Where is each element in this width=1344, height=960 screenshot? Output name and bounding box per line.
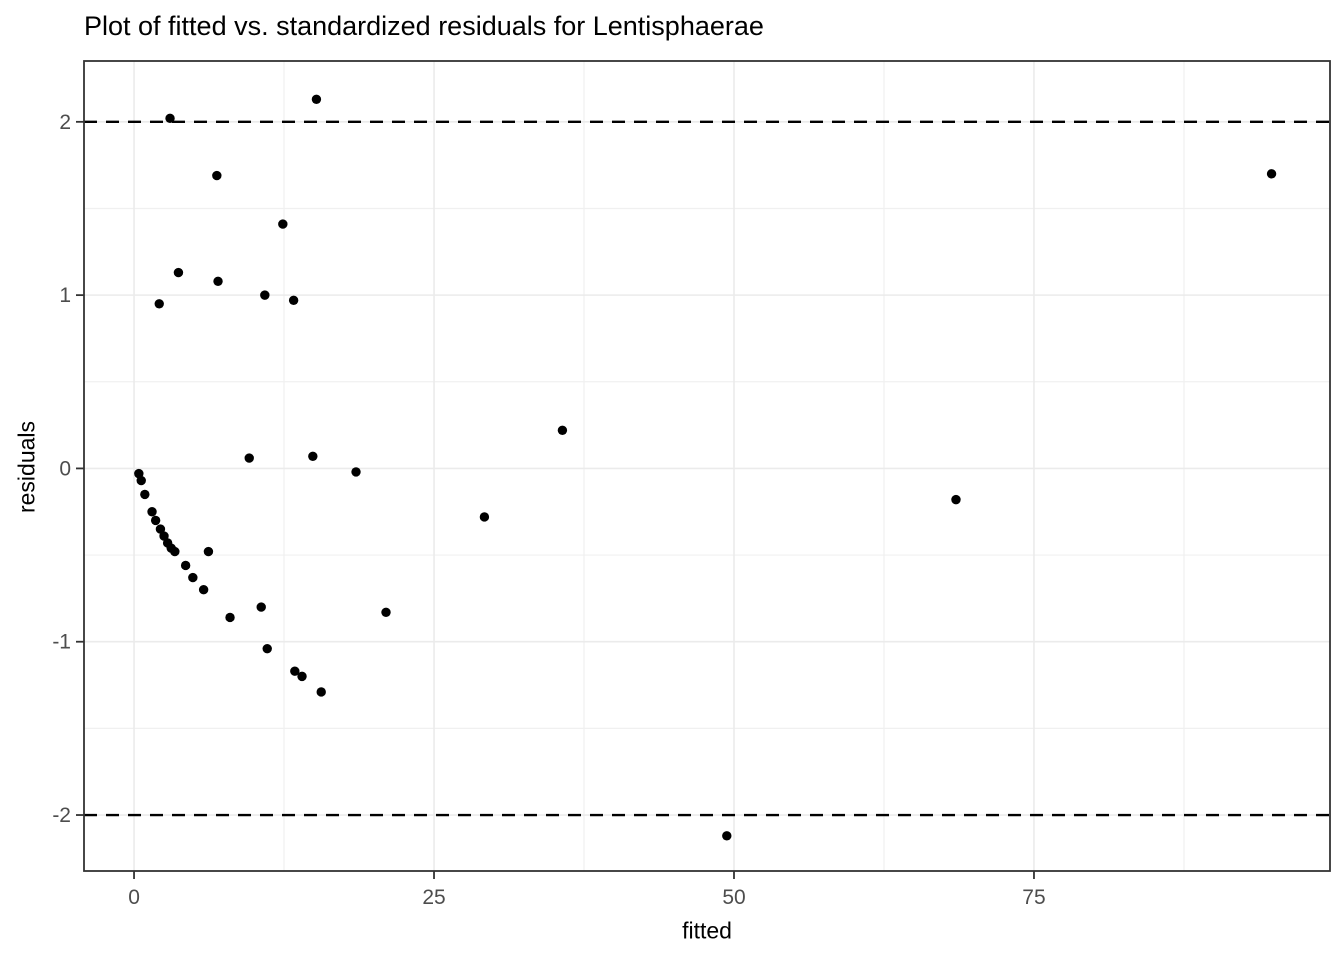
data-point bbox=[225, 612, 235, 623]
data-point bbox=[256, 602, 266, 612]
data-point bbox=[213, 276, 223, 286]
y-tick-label: -2 bbox=[52, 804, 71, 827]
data-point bbox=[278, 219, 288, 229]
chart-title: Plot of fitted vs. standardized residual… bbox=[84, 11, 764, 41]
data-point bbox=[262, 643, 272, 654]
y-tick-label: -1 bbox=[52, 631, 71, 654]
data-point bbox=[140, 489, 150, 500]
data-point bbox=[136, 475, 146, 486]
data-point bbox=[308, 451, 318, 461]
data-point bbox=[381, 607, 391, 617]
data-point bbox=[351, 467, 361, 477]
data-point bbox=[170, 546, 180, 557]
x-axis-title: fitted bbox=[682, 917, 732, 944]
data-point bbox=[147, 507, 157, 517]
data-point bbox=[479, 512, 490, 522]
data-point bbox=[260, 290, 270, 300]
y-axis-title: residuals bbox=[13, 420, 40, 514]
data-point bbox=[173, 267, 184, 278]
x-tick-label: 0 bbox=[128, 886, 140, 909]
data-point bbox=[316, 687, 326, 697]
data-point bbox=[1266, 169, 1277, 179]
x-tick-label: 25 bbox=[422, 886, 445, 909]
y-tick-label: 1 bbox=[59, 284, 71, 307]
data-point bbox=[159, 531, 169, 541]
data-point bbox=[150, 515, 161, 526]
x-tick-label: 75 bbox=[1022, 886, 1045, 909]
data-point bbox=[180, 560, 191, 571]
data-point bbox=[154, 299, 164, 309]
data-point bbox=[155, 524, 166, 534]
x-tick-label: 50 bbox=[722, 886, 745, 909]
data-point bbox=[290, 666, 300, 676]
y-tick-label: 2 bbox=[59, 111, 71, 134]
panel-border bbox=[83, 60, 1331, 872]
data-point bbox=[288, 295, 299, 306]
y-tick-label: 0 bbox=[59, 457, 71, 480]
data-point bbox=[311, 94, 322, 104]
data-point bbox=[557, 425, 568, 436]
data-point bbox=[165, 113, 175, 124]
data-point bbox=[188, 572, 198, 583]
data-point bbox=[722, 831, 732, 841]
data-point bbox=[212, 170, 222, 181]
data-point bbox=[203, 546, 214, 557]
data-point bbox=[198, 585, 209, 595]
panel-background bbox=[84, 61, 1330, 871]
data-point bbox=[951, 494, 961, 505]
data-point bbox=[297, 671, 307, 682]
data-point bbox=[244, 453, 254, 463]
